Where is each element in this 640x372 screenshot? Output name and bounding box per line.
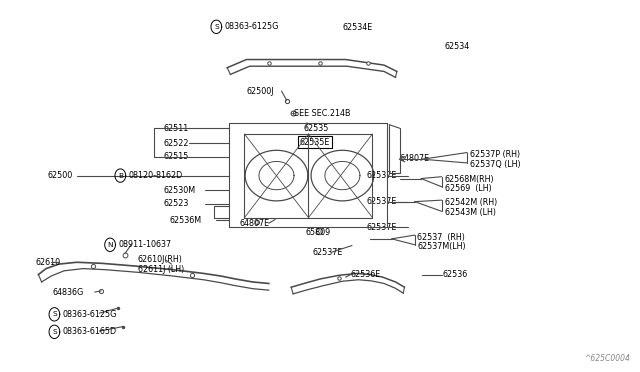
Text: 62542M (RH): 62542M (RH) xyxy=(445,198,497,207)
Text: 62534E: 62534E xyxy=(342,23,372,32)
Text: 64807E: 64807E xyxy=(240,219,270,228)
Text: 62522: 62522 xyxy=(163,139,189,148)
Text: 62568M(RH): 62568M(RH) xyxy=(445,175,495,184)
Text: 62535: 62535 xyxy=(304,124,330,133)
Text: 08363-6125G: 08363-6125G xyxy=(63,310,117,319)
Text: B: B xyxy=(118,173,123,179)
Text: 65809: 65809 xyxy=(306,228,331,237)
Text: 62537E: 62537E xyxy=(366,223,396,232)
Text: ^625C0004: ^625C0004 xyxy=(584,354,630,363)
Text: 62523: 62523 xyxy=(163,199,189,208)
Text: 08120-8162D: 08120-8162D xyxy=(129,171,183,180)
Text: 08911-10637: 08911-10637 xyxy=(118,240,172,249)
Text: 62537E: 62537E xyxy=(366,171,396,180)
Text: 08363-6125G: 08363-6125G xyxy=(225,22,279,31)
Text: 62543M (LH): 62543M (LH) xyxy=(445,208,496,217)
Text: 62535E: 62535E xyxy=(300,138,330,147)
Text: 62537P (RH): 62537P (RH) xyxy=(470,150,520,159)
Text: S: S xyxy=(52,311,57,317)
Text: 62610: 62610 xyxy=(35,258,60,267)
Text: 62530M: 62530M xyxy=(163,186,195,195)
Text: 62569  (LH): 62569 (LH) xyxy=(445,185,492,193)
Text: S: S xyxy=(214,24,219,30)
Text: 62536E: 62536E xyxy=(351,270,381,279)
Text: 08363-6165D: 08363-6165D xyxy=(63,327,117,336)
Text: 62537E: 62537E xyxy=(366,197,396,206)
Text: 62536M: 62536M xyxy=(170,216,202,225)
Text: 62537M(LH): 62537M(LH) xyxy=(417,242,466,251)
Text: 62534: 62534 xyxy=(445,42,470,51)
Text: 62500J: 62500J xyxy=(246,87,274,96)
Text: 64836G: 64836G xyxy=(52,288,84,296)
Text: 62500: 62500 xyxy=(48,171,73,180)
Text: SEE SEC.214B: SEE SEC.214B xyxy=(294,109,351,118)
Text: 62536: 62536 xyxy=(443,270,468,279)
Text: 64807E: 64807E xyxy=(400,154,430,163)
Text: 62610J(RH): 62610J(RH) xyxy=(138,255,182,264)
Text: 62537  (RH): 62537 (RH) xyxy=(417,233,465,242)
Text: 62515: 62515 xyxy=(163,153,189,161)
Text: 62537Q (LH): 62537Q (LH) xyxy=(470,160,521,169)
Text: N: N xyxy=(108,242,113,248)
Text: 62537E: 62537E xyxy=(312,248,342,257)
Text: S: S xyxy=(52,329,57,335)
Text: 62511: 62511 xyxy=(163,124,188,133)
Text: 62611J (LH): 62611J (LH) xyxy=(138,265,184,274)
